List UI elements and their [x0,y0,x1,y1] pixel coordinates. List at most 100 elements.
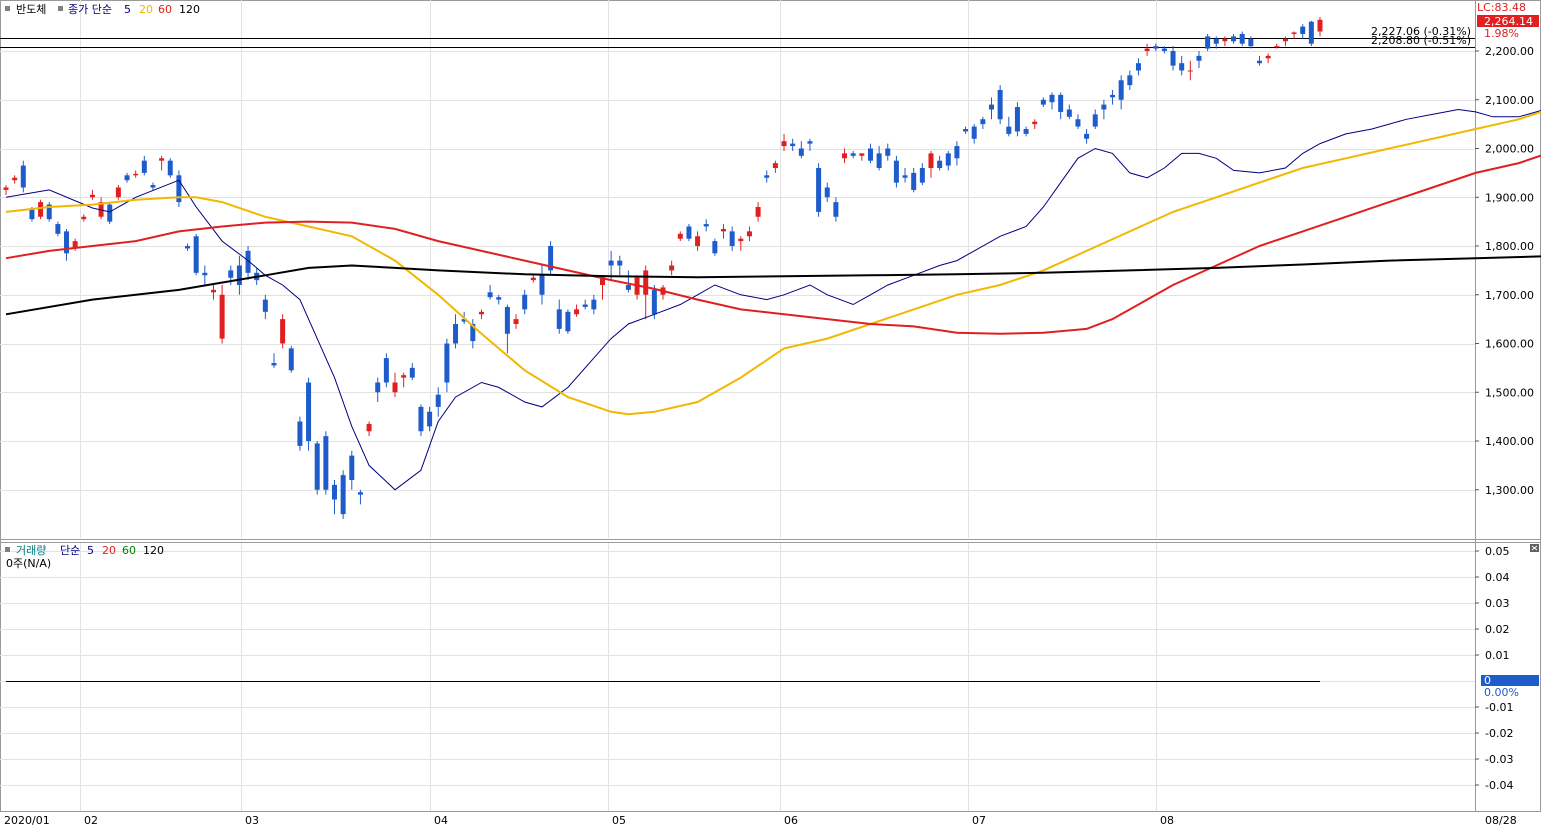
candle-body [755,207,761,217]
candle-body [816,168,822,212]
volume-legend-period-5: 5 [87,544,94,557]
candle-body [729,231,735,246]
horizontal-lines[interactable] [0,38,1475,48]
candle-body [919,168,925,183]
date-axis: 2020/01 02 03 04 05 06 07 08 08/28 [4,814,1517,827]
candle-body [487,292,493,298]
candle-body [1127,75,1133,86]
legend-period-20: 20 [139,3,153,16]
candle-body [1239,33,1245,44]
candle-body [210,289,216,293]
candle-body [1274,46,1280,48]
candle-body [1170,51,1176,66]
candle-body [1049,94,1055,103]
candle-body [1118,80,1124,100]
date-tick-label: 08 [1160,814,1174,827]
candle-body [1317,19,1323,32]
price-tick-label: 2,000.00 [1485,143,1534,156]
candle-body [236,265,242,285]
candle-body [461,319,467,322]
volume-note: 0주(N/A) [6,557,51,570]
candle-body [29,209,35,220]
ma-line-120 [5,255,1541,316]
candle-body [107,204,113,222]
candle-body [193,236,199,273]
candle-body [383,358,389,383]
candle-body [89,194,95,198]
candle-body [1265,55,1271,59]
candle-body [772,163,778,168]
candle-body [556,309,562,329]
legend-square-icon [5,547,10,552]
candle-body [850,153,856,156]
candle-body [842,153,848,159]
candle-body [280,319,286,344]
legend-name[interactable]: 반도체 [16,3,46,16]
candle-body [971,126,977,139]
price-tick-label: 1,300.00 [1485,484,1534,497]
candle-body [695,236,701,246]
candle-body [1300,26,1306,34]
candle-body [357,492,363,495]
candle-body [1092,114,1098,127]
candle-body [876,153,882,168]
candle-body [582,304,588,307]
candle-body [98,202,104,217]
candle-body [643,270,649,295]
volume-tick-label: -0.02 [1485,727,1513,740]
main-legend[interactable]: 반도체 종가 단순 5 20 60 120 [5,3,200,16]
price-axis: 1,300.00 1,400.00 1,500.00 1,600.00 1,700.00… [1475,45,1534,497]
candle-body [150,185,156,188]
candle-body [1161,48,1167,51]
candle-body [288,348,294,371]
candle-body [1058,94,1064,112]
volume-legend[interactable]: 거래량 단순 5 20 60 120 [5,544,164,557]
price-tick-label: 1,500.00 [1485,386,1534,399]
candle-body [911,172,917,190]
close-panel-icon[interactable] [1530,544,1539,552]
candle-body [1084,133,1090,139]
candle-body [721,228,727,232]
candle-body [444,343,450,383]
candle-body [453,324,459,344]
candle-body [617,260,623,266]
candle-body [38,202,44,217]
volume-pct-label: 0.00% [1484,686,1519,699]
volume-legend-name[interactable]: 거래량 [16,544,46,557]
candle-body [1256,60,1262,64]
candle-body [340,475,346,515]
candle-body [669,265,675,271]
volume-value-box [1481,675,1539,686]
candle-body [159,158,165,161]
candle-body [133,173,139,176]
candle-body [306,382,312,441]
candle-body [1291,32,1297,34]
candle-body [46,204,52,220]
volume-tick-label: 0.03 [1485,597,1510,610]
price-tick-label: 1,900.00 [1485,191,1534,204]
legend-label[interactable]: 종가 단순 [68,3,112,16]
candle-body [859,153,865,156]
candle-body [401,375,407,378]
hline-label-2: 2,208.80 (-0.51%) [1371,34,1471,47]
price-tick-label: 1,700.00 [1485,289,1534,302]
candle-body [185,246,191,249]
candle-body [1135,63,1141,71]
candle-body [625,285,631,290]
price-tick-label: 1,600.00 [1485,338,1534,351]
candle-body [1066,109,1072,117]
candle-body [349,455,355,480]
candle-body [1110,94,1116,98]
candle-body [262,299,268,312]
candle-body [409,367,415,378]
volume-tick-label: 0.01 [1485,649,1510,662]
volume-tick-label: -0.04 [1485,779,1513,792]
price-tick-label: 1,800.00 [1485,240,1534,253]
candle-body [738,238,744,242]
candle-body [418,406,424,432]
date-end-label: 08/28 [1485,814,1517,827]
volume-legend-label[interactable]: 단순 [60,544,80,557]
